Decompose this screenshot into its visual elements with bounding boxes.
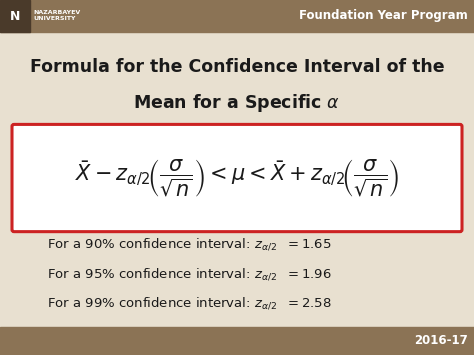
Bar <box>0 0 30 32</box>
Text: Mean for a Specific $\mathit{\alpha}$: Mean for a Specific $\mathit{\alpha}$ <box>133 92 341 114</box>
Text: For a 99% confidence interval: $z_{\alpha/2}$  $= 2.58$: For a 99% confidence interval: $z_{\alph… <box>47 296 332 311</box>
Text: Foundation Year Program: Foundation Year Program <box>299 10 468 22</box>
Bar <box>0 327 474 355</box>
Text: For a 95% confidence interval: $z_{\alpha/2}$  $= 1.96$: For a 95% confidence interval: $z_{\alph… <box>47 266 332 282</box>
Text: UNIVERSITY: UNIVERSITY <box>33 16 75 22</box>
Text: 2016-17: 2016-17 <box>414 334 468 348</box>
Bar <box>0 0 474 32</box>
FancyBboxPatch shape <box>12 124 462 232</box>
Text: $\bar{X} - z_{\alpha/2}\!\left(\dfrac{\sigma}{\sqrt{n}}\right)< \mu < \bar{X} + : $\bar{X} - z_{\alpha/2}\!\left(\dfrac{\s… <box>75 158 399 198</box>
Text: NAZARBAYEV: NAZARBAYEV <box>33 11 80 16</box>
Text: For a 90% confidence interval: $z_{\alpha/2}$  $= 1.65$: For a 90% confidence interval: $z_{\alph… <box>47 236 332 252</box>
Text: N: N <box>10 10 20 22</box>
Text: Formula for the Confidence Interval of the: Formula for the Confidence Interval of t… <box>30 59 444 76</box>
